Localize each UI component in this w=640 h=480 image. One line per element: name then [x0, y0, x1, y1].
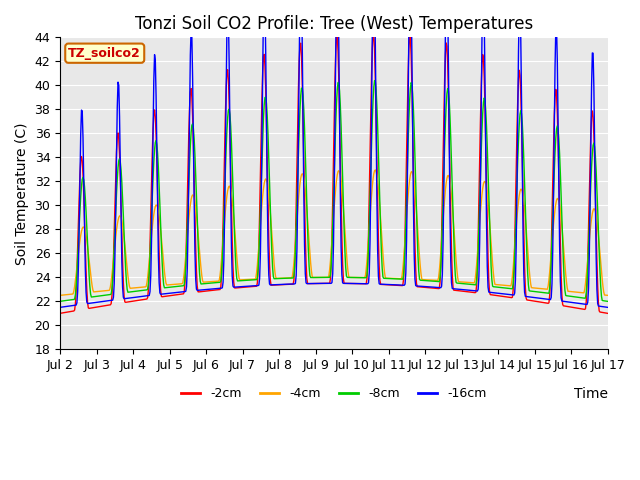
-4cm [371, 167, 379, 173]
Line: -16cm: -16cm [60, 0, 607, 307]
Line: -8cm: -8cm [60, 81, 607, 301]
-8cm [178, 283, 186, 289]
-4cm [604, 292, 611, 298]
-4cm [56, 292, 64, 298]
Title: Tonzi Soil CO2 Profile: Tree (West) Temperatures: Tonzi Soil CO2 Profile: Tree (West) Temp… [135, 15, 533, 33]
-16cm [207, 286, 215, 292]
-8cm [207, 280, 215, 286]
-16cm [417, 283, 425, 289]
-2cm [604, 311, 611, 316]
-16cm [604, 304, 611, 310]
-2cm [56, 311, 64, 316]
Text: TZ_soilco2: TZ_soilco2 [68, 47, 141, 60]
-2cm [401, 231, 409, 237]
-2cm [417, 284, 425, 290]
-4cm [66, 291, 74, 297]
Legend: -2cm, -4cm, -8cm, -16cm: -2cm, -4cm, -8cm, -16cm [176, 383, 492, 406]
-16cm [401, 281, 409, 287]
Line: -2cm: -2cm [60, 34, 607, 313]
-2cm [122, 300, 130, 305]
-4cm [122, 258, 130, 264]
-2cm [178, 291, 186, 297]
-2cm [369, 31, 377, 36]
-4cm [401, 237, 409, 242]
Text: Time: Time [573, 387, 607, 401]
-16cm [66, 303, 74, 309]
-2cm [207, 288, 215, 293]
-8cm [122, 278, 130, 284]
-8cm [401, 244, 409, 250]
-4cm [417, 271, 425, 277]
-16cm [178, 289, 186, 295]
-4cm [178, 281, 186, 287]
-2cm [66, 309, 74, 314]
-8cm [66, 297, 74, 303]
-8cm [56, 299, 64, 304]
-4cm [207, 279, 215, 285]
-8cm [604, 299, 611, 304]
-16cm [56, 304, 64, 310]
-8cm [417, 277, 425, 283]
-16cm [122, 296, 130, 301]
Line: -4cm: -4cm [60, 170, 607, 295]
Y-axis label: Soil Temperature (C): Soil Temperature (C) [15, 122, 29, 264]
-8cm [371, 78, 378, 84]
